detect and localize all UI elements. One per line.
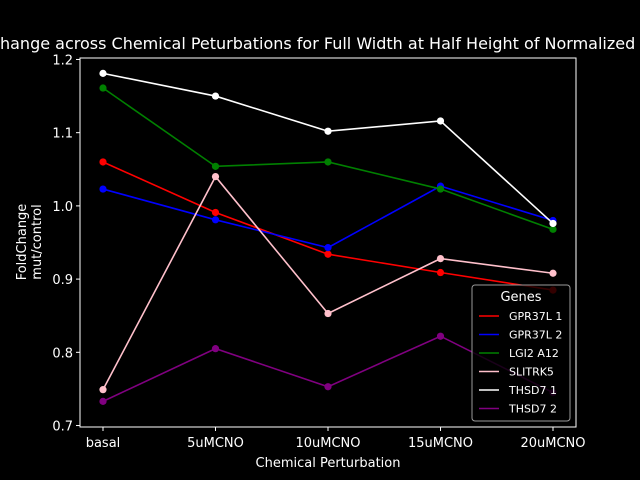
series-lgi2-a12 — [99, 84, 557, 233]
data-point — [436, 185, 445, 193]
y-axis-title: FoldChangemut/control — [15, 204, 45, 281]
series-line — [102, 161, 554, 291]
data-point — [436, 332, 445, 340]
data-point — [211, 173, 220, 181]
legend-box — [471, 284, 571, 422]
legend-label: THSD7 1 — [508, 384, 557, 397]
series-line — [102, 185, 554, 249]
data-point — [549, 225, 557, 233]
legend-label: LGI2 A12 — [509, 347, 559, 360]
legend: Genes GPR37L 1 GPR37L 2 LGI2 A12 SLITRK5 THSD… — [471, 284, 571, 422]
data-point — [99, 158, 107, 166]
data-point — [324, 383, 332, 391]
y-tick-label: 0.8 — [52, 346, 73, 361]
legend-label: SLITRK5 — [509, 366, 554, 379]
series-line — [102, 72, 554, 225]
data-point — [99, 84, 107, 92]
data-point — [99, 185, 107, 193]
data-point — [436, 117, 445, 125]
data-point — [549, 269, 557, 277]
data-point — [436, 255, 445, 263]
data-point — [211, 92, 220, 100]
x-tick-label: basal — [86, 436, 121, 451]
x-tick-label: 5uMCNO — [187, 436, 244, 451]
x-tick-label: 10uMCNO — [295, 436, 360, 451]
chart-title: FoldChange across Chemical Peturbations … — [0, 34, 640, 53]
x-tick-label: 20uMCNO — [520, 436, 585, 451]
legend-label: GPR37L 1 — [509, 310, 562, 323]
data-point — [211, 162, 220, 170]
series-gpr37l-1 — [99, 158, 557, 294]
data-point — [211, 216, 220, 224]
y-tick-label: 0.7 — [52, 420, 73, 435]
legend-title: Genes — [500, 290, 541, 305]
y-tick-label: 1.2 — [52, 53, 73, 68]
data-point — [99, 69, 107, 77]
data-point — [324, 127, 332, 135]
legend-label: THSD7 2 — [508, 403, 557, 416]
series-gpr37l-2 — [99, 182, 557, 252]
data-point — [324, 158, 332, 166]
y-tick-label: 1.0 — [52, 200, 73, 215]
series-slitrk5 — [99, 173, 557, 394]
series-thsd7-1 — [99, 69, 557, 228]
axes: basal 5uMCNO 10uMCNO 15uMCNO 20uMCNO 0.7 0.8 0.… — [52, 53, 585, 451]
data-point — [324, 309, 332, 318]
y-tick-label: 1.1 — [52, 127, 73, 142]
x-tick-label: 15uMCNO — [408, 436, 473, 451]
data-point — [324, 250, 332, 258]
data-point — [211, 345, 220, 353]
data-point — [99, 397, 107, 405]
data-point — [549, 219, 557, 228]
x-axis-title: Chemical Perturbation — [256, 456, 401, 471]
data-point — [99, 386, 107, 394]
y-tick-label: 0.9 — [52, 273, 73, 288]
data-point — [211, 208, 220, 217]
data-point — [324, 244, 332, 252]
legend-label: GPR37L 2 — [509, 329, 562, 342]
data-point — [436, 268, 445, 277]
